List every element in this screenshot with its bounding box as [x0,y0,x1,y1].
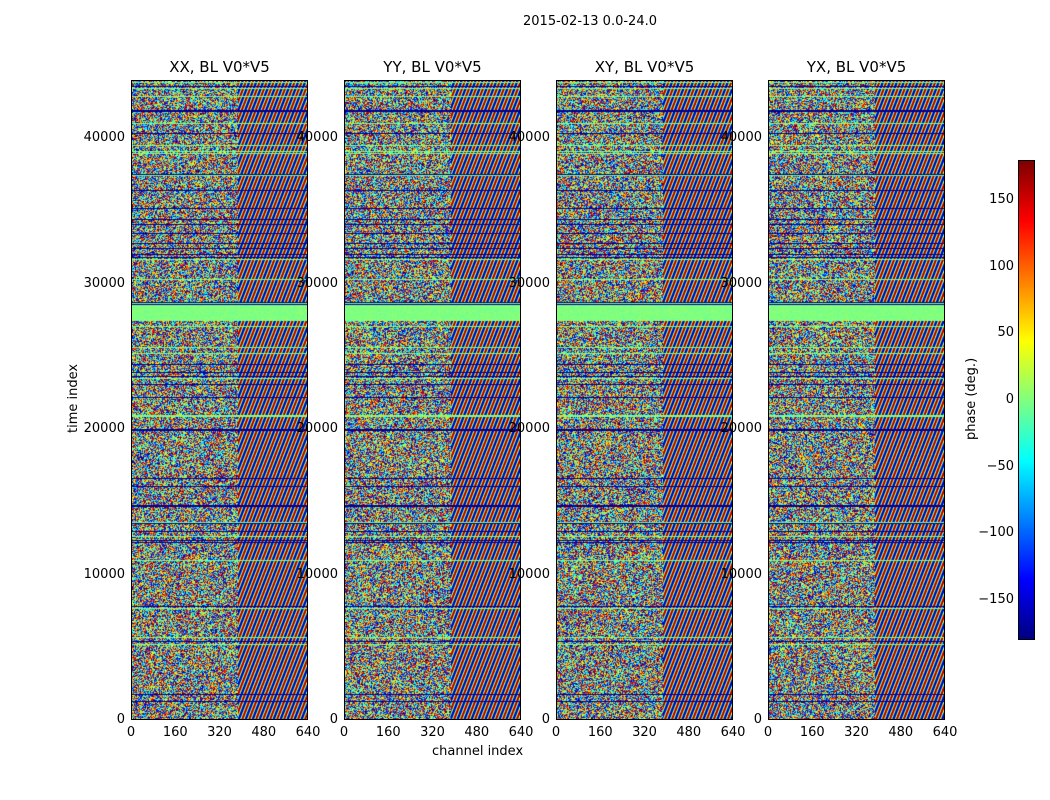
y-tick-label: 10000 [296,566,338,582]
y-tick-label: 40000 [508,130,550,146]
y-tick-label: 0 [541,712,550,727]
figure-title: 2015-02-13 0.0-24.0 [523,14,657,29]
heatmap-panel-2 [344,80,521,720]
y-tick-label: 20000 [720,421,762,437]
x-tick-label: 0 [126,725,136,740]
y-tick-label: 40000 [83,130,125,146]
colorbar [1018,160,1035,640]
x-tick-label: 160 [375,725,401,740]
x-tick-label: 0 [339,725,349,740]
panel-title-1: XX, BL V0*V5 [169,58,270,76]
colorbar-tick-label: 150 [989,192,1014,207]
heatmap-panel-4 [768,80,945,720]
colorbar-tick-label: 50 [997,325,1014,341]
y-tick-label: 40000 [296,130,338,146]
x-tick-label: 640 [932,725,958,740]
y-tick-label: 0 [753,712,762,727]
x-tick-label: 160 [799,725,825,740]
y-tick-label: 0 [329,712,338,727]
panel-title-3: XY, BL V0*V5 [594,58,695,76]
heatmap-image-1 [132,81,307,719]
x-tick-label: 320 [420,725,445,740]
x-tick-label: 480 [464,725,490,740]
x-tick-label: 160 [587,725,613,740]
heatmap-image-3 [557,81,732,719]
heatmap-image-4 [769,81,944,719]
x-tick-label: 640 [720,725,746,740]
heatmap-panel-1 [131,80,308,720]
y-tick-label: 20000 [508,421,550,437]
x-tick-label: 160 [162,725,188,740]
y-tick-label: 30000 [83,275,125,291]
x-tick-label: 480 [888,725,914,740]
heatmap-image-2 [345,81,520,719]
y-tick-label: 10000 [83,566,125,582]
x-tick-label: 480 [676,725,702,740]
x-tick-label: 640 [508,725,534,740]
y-tick-label: 10000 [720,566,762,582]
y-tick-label: 0 [116,712,125,727]
x-tick-label: 320 [844,725,869,740]
colorbar-tick-label: 0 [1005,392,1014,407]
y-tick-label: 30000 [508,275,550,291]
x-tick-label: 320 [632,725,657,740]
x-tick-label: 0 [763,725,773,740]
x-tick-label: 320 [207,725,232,740]
colorbar-tick-label: 100 [989,258,1014,274]
y-tick-label: 30000 [296,275,338,291]
y-tick-label: 20000 [83,421,125,437]
y-tick-label: 10000 [508,566,550,582]
x-axis-label: channel index [432,744,524,759]
colorbar-tick-label: −100 [978,525,1014,541]
panel-title-4: YX, BL V0*V5 [806,58,907,76]
x-tick-label: 480 [251,725,277,740]
colorbar-gradient [1019,161,1034,639]
heatmap-panel-3 [556,80,733,720]
y-tick-label: 40000 [720,130,762,146]
x-tick-label: 0 [551,725,561,740]
y-tick-label: 30000 [720,275,762,291]
y-tick-label: 20000 [296,421,338,437]
x-tick-label: 640 [295,725,321,740]
colorbar-tick-label: −50 [986,458,1014,474]
colorbar-tick-label: −150 [978,592,1014,607]
panel-title-2: YY, BL V0*V5 [383,58,482,76]
y-axis-label: time index [66,363,81,433]
